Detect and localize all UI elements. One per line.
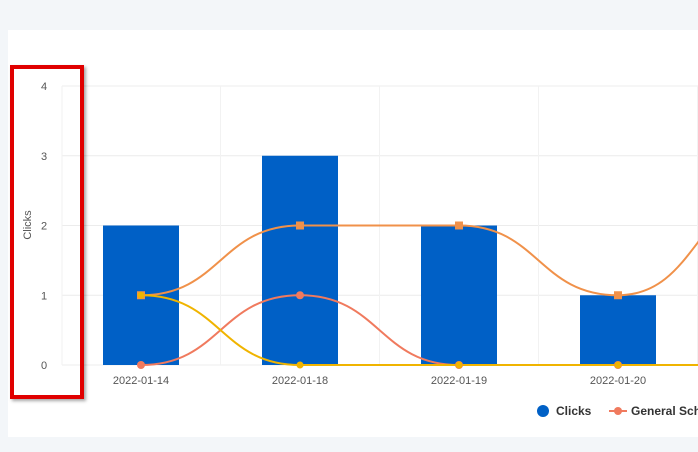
- x-tick-label: 2022-01-19: [431, 375, 487, 387]
- legend-swatch-clicks: [537, 405, 549, 417]
- legend-label-clicks: Clicks: [556, 404, 592, 418]
- y-tick-label: 0: [41, 360, 47, 372]
- legend[interactable]: Clicks General Sche: [537, 404, 698, 418]
- legend-label-general: General Sche: [631, 404, 698, 418]
- y-axis-title: Clicks: [22, 210, 34, 240]
- point-marker: [614, 361, 622, 369]
- bar-clicks: [421, 225, 497, 365]
- bar-clicks: [262, 155, 338, 365]
- x-tick-label: 2022-01-20: [590, 375, 646, 387]
- bar-clicks: [580, 295, 656, 365]
- y-tick-label: 2: [41, 221, 47, 233]
- y-tick-label: 3: [41, 151, 47, 163]
- legend-swatch-dot: [614, 407, 622, 415]
- point-marker: [296, 221, 304, 230]
- point-marker: [137, 361, 145, 369]
- point-marker: [614, 291, 622, 300]
- series-line: [140, 294, 698, 367]
- point-marker: [455, 361, 463, 369]
- x-tick-label: 2022-01-18: [272, 375, 328, 387]
- point-marker: [137, 291, 145, 299]
- y-axis-ticks: 0 1 2 3 4: [41, 81, 47, 372]
- bars: [103, 155, 656, 365]
- point-marker: [296, 291, 304, 300]
- point-marker: [296, 361, 304, 369]
- y-tick-label: 4: [41, 81, 47, 93]
- point-marker: [455, 221, 463, 230]
- x-axis-ticks: 2022-01-14 2022-01-18 2022-01-19 2022-01-20: [113, 375, 646, 387]
- x-tick-label: 2022-01-14: [113, 375, 169, 387]
- y-tick-label: 1: [41, 290, 47, 302]
- series-markers: [137, 221, 622, 369]
- series-lines: [140, 224, 698, 367]
- series-line: [140, 224, 698, 297]
